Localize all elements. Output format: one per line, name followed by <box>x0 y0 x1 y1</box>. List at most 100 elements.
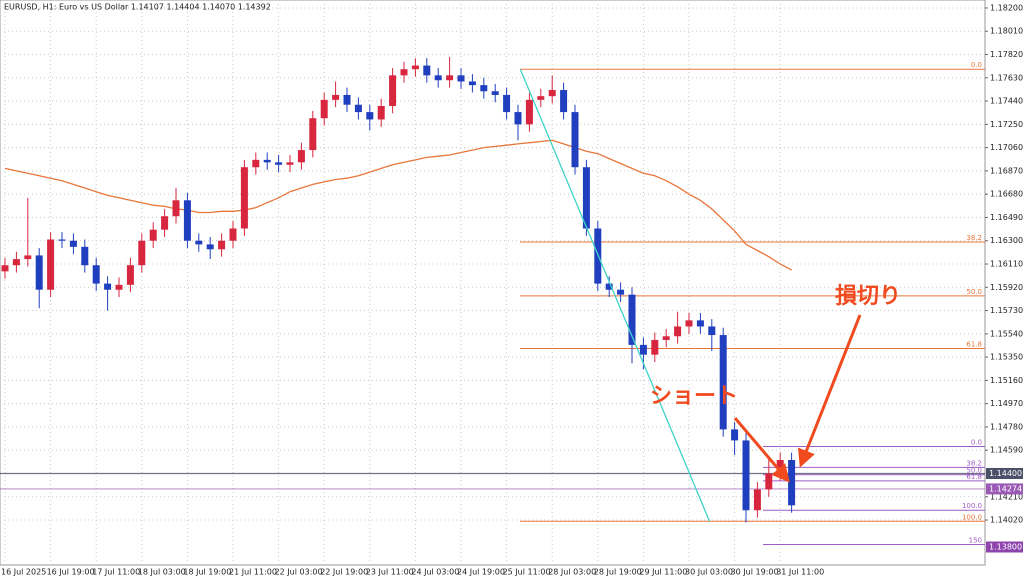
candle-body <box>343 94 351 105</box>
x-tick-label: 22 Jul 19:00 <box>320 568 368 577</box>
candle-body <box>58 239 66 241</box>
fib-label: 100.0 <box>962 502 982 510</box>
candle-body <box>685 320 693 327</box>
chart-title: EURUSD, H1: Euro vs US Dollar 1.14107 1.… <box>4 3 271 12</box>
price-marker-label: 1.14400 <box>989 469 1022 478</box>
x-tick-label: 23 Jul 11:00 <box>366 568 414 577</box>
y-tick-label: 1.16490 <box>990 213 1023 222</box>
candle-body <box>218 240 226 250</box>
candle-body <box>126 265 134 285</box>
candle-body <box>742 440 750 511</box>
candle-body <box>674 326 682 337</box>
y-tick-label: 1.16870 <box>990 166 1023 175</box>
fib-label: 150 <box>969 537 982 545</box>
candle-body <box>389 75 397 106</box>
candle-body <box>286 162 294 165</box>
y-tick-label: 1.15350 <box>990 353 1023 362</box>
plot-frame <box>0 0 986 566</box>
candle-body <box>491 91 499 95</box>
candle-body <box>240 167 248 229</box>
candle-body <box>400 69 408 76</box>
candle-body <box>446 75 454 81</box>
x-tick-label: 25 Jul 11:00 <box>503 568 551 577</box>
candle-body <box>115 284 123 290</box>
candle-body <box>639 344 647 355</box>
price-marker-label: 1.13800 <box>989 542 1022 551</box>
annotation: ショート <box>650 384 738 409</box>
candle-body <box>605 283 613 290</box>
y-tick-label: 1.15540 <box>990 329 1023 338</box>
price-marker <box>986 541 1023 553</box>
candle-body <box>161 216 169 230</box>
y-tick-label: 1.14020 <box>990 516 1023 525</box>
x-tick-label: 16 Jul 2025 <box>1 568 46 577</box>
candle-body <box>35 255 43 290</box>
y-tick-label: 1.14780 <box>990 422 1023 431</box>
fib-label: 38.2 <box>966 234 982 242</box>
candle-body <box>195 240 203 245</box>
x-tick-label: 24 Jul 03:00 <box>411 568 459 577</box>
y-tick-label: 1.16300 <box>990 236 1023 245</box>
y-tick-label: 1.14590 <box>990 446 1023 455</box>
candle-body <box>320 99 328 119</box>
x-tick-label: 30 Jul 03:00 <box>685 568 733 577</box>
candle-body <box>457 75 465 82</box>
y-tick-label: 1.17250 <box>990 120 1023 129</box>
candle-body <box>366 112 374 120</box>
x-tick-label: 24 Jul 19:00 <box>457 568 505 577</box>
candle-body <box>104 283 112 290</box>
annotation: 損切り <box>835 284 901 309</box>
candle-body <box>206 244 214 250</box>
fib-label: 100.0 <box>962 513 982 521</box>
candle-body <box>514 112 522 125</box>
candle-body <box>434 75 442 81</box>
candle-body <box>377 105 385 120</box>
fib-label: 0.0 <box>971 61 982 69</box>
x-tick-label: 29 Jul 11:00 <box>639 568 687 577</box>
x-tick-label: 16 Jul 19:00 <box>47 568 95 577</box>
candle-body <box>719 335 727 430</box>
fib-label: 0.0 <box>971 439 982 447</box>
candle-body <box>47 239 55 290</box>
candle-body <box>172 200 180 217</box>
candle-body <box>708 326 716 336</box>
candle-body <box>354 104 362 113</box>
candle-body <box>696 320 704 327</box>
candle-body <box>468 81 476 86</box>
candle-body <box>628 294 636 345</box>
candle-body <box>69 240 77 247</box>
y-tick-label: 1.14210 <box>990 492 1023 501</box>
moving-average <box>4 139 792 271</box>
x-tick-label: 18 Jul 03:00 <box>138 568 186 577</box>
x-tick-label: 17 Jul 11:00 <box>92 568 140 577</box>
y-tick-label: 1.15920 <box>990 283 1023 292</box>
candle-body <box>92 265 100 284</box>
candle-body <box>662 336 670 340</box>
candle-body <box>571 112 579 168</box>
candle-body <box>480 85 488 92</box>
candle-body <box>411 65 419 70</box>
candle-body <box>332 94 340 100</box>
y-tick-label: 1.18010 <box>990 27 1023 36</box>
arrow <box>733 417 790 483</box>
candle-body <box>263 159 271 163</box>
candle-body <box>537 96 545 100</box>
trend-line <box>519 68 711 522</box>
price-marker-label: 1.14274 <box>989 484 1022 493</box>
x-tick-label: 18 Jul 19:00 <box>183 568 231 577</box>
x-tick-label: 30 Jul 19:00 <box>731 568 779 577</box>
candle-body <box>183 200 191 241</box>
candle-body <box>525 99 533 125</box>
y-tick-label: 1.17630 <box>990 73 1023 82</box>
candle-body <box>617 289 625 295</box>
candle-body <box>149 229 157 241</box>
candle-body <box>731 429 739 441</box>
candle-body <box>582 167 590 229</box>
candle-body <box>252 159 260 168</box>
x-tick-label: 28 Jul 03:00 <box>548 568 596 577</box>
candle-body <box>503 94 511 113</box>
fib-label: 61.8 <box>966 473 982 481</box>
candle-body <box>765 473 773 490</box>
